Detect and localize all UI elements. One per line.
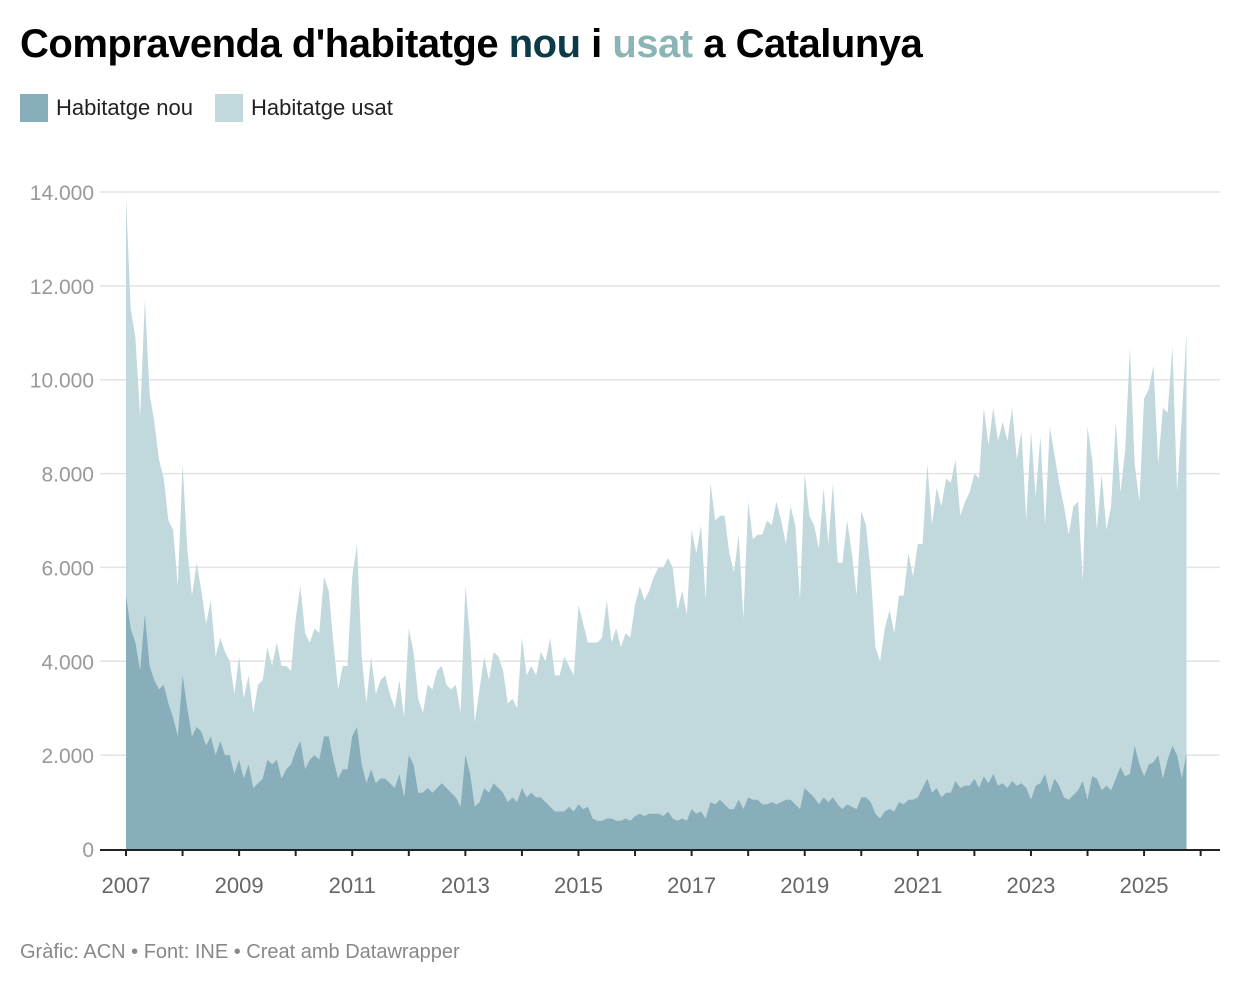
footer-credits: Gràfic: ACN • Font: INE • Creat amb Data… [20,941,460,963]
y-tick-label: 12.000 [30,276,94,299]
legend: Habitatge nou Habitatge usat [20,94,393,122]
legend-item-nou: Habitatge nou [20,94,193,122]
x-tick-label: 2007 [102,873,151,898]
y-tick-label: 0 [82,839,94,862]
chart-title: Compravenda d'habitatge nou i usat a Cat… [20,22,923,67]
x-tick-label: 2023 [1006,873,1055,898]
y-tick-label: 14.000 [30,182,94,205]
title-part2: a Catalunya [692,22,923,66]
x-tick-label: 2025 [1120,873,1169,898]
x-tick-label: 2013 [441,873,490,898]
legend-swatch-usat [215,94,243,122]
legend-label-nou: Habitatge nou [56,95,193,120]
x-tick-label: 2015 [554,873,603,898]
title-usat: usat [612,22,693,66]
x-tick-label: 2019 [780,873,829,898]
x-tick-label: 2011 [329,873,376,898]
area-habitatge-nou [126,595,1187,849]
y-tick-label: 2.000 [41,745,94,768]
legend-item-usat: Habitatge usat [215,94,393,122]
axes: 0 2.000 4.000 6.000 8.000 10.000 12.000 14.000 2… [30,182,1220,898]
y-tick-label: 8.000 [41,464,94,487]
y-tick-label: 6.000 [41,557,94,580]
title-mid: i [580,22,613,66]
title-nou: nou [508,22,581,66]
x-tick-label: 2009 [215,873,264,898]
legend-label-usat: Habitatge usat [251,95,393,120]
y-tick-label: 4.000 [41,651,94,674]
area-habitatge-usat [126,196,1187,849]
x-tick-label: 2017 [667,873,716,898]
areas [126,196,1187,849]
x-tick-label: 2021 [893,873,942,898]
title-part1: Compravenda d'habitatge [20,22,509,66]
y-tick-label: 10.000 [30,370,94,393]
legend-swatch-nou [20,94,48,122]
